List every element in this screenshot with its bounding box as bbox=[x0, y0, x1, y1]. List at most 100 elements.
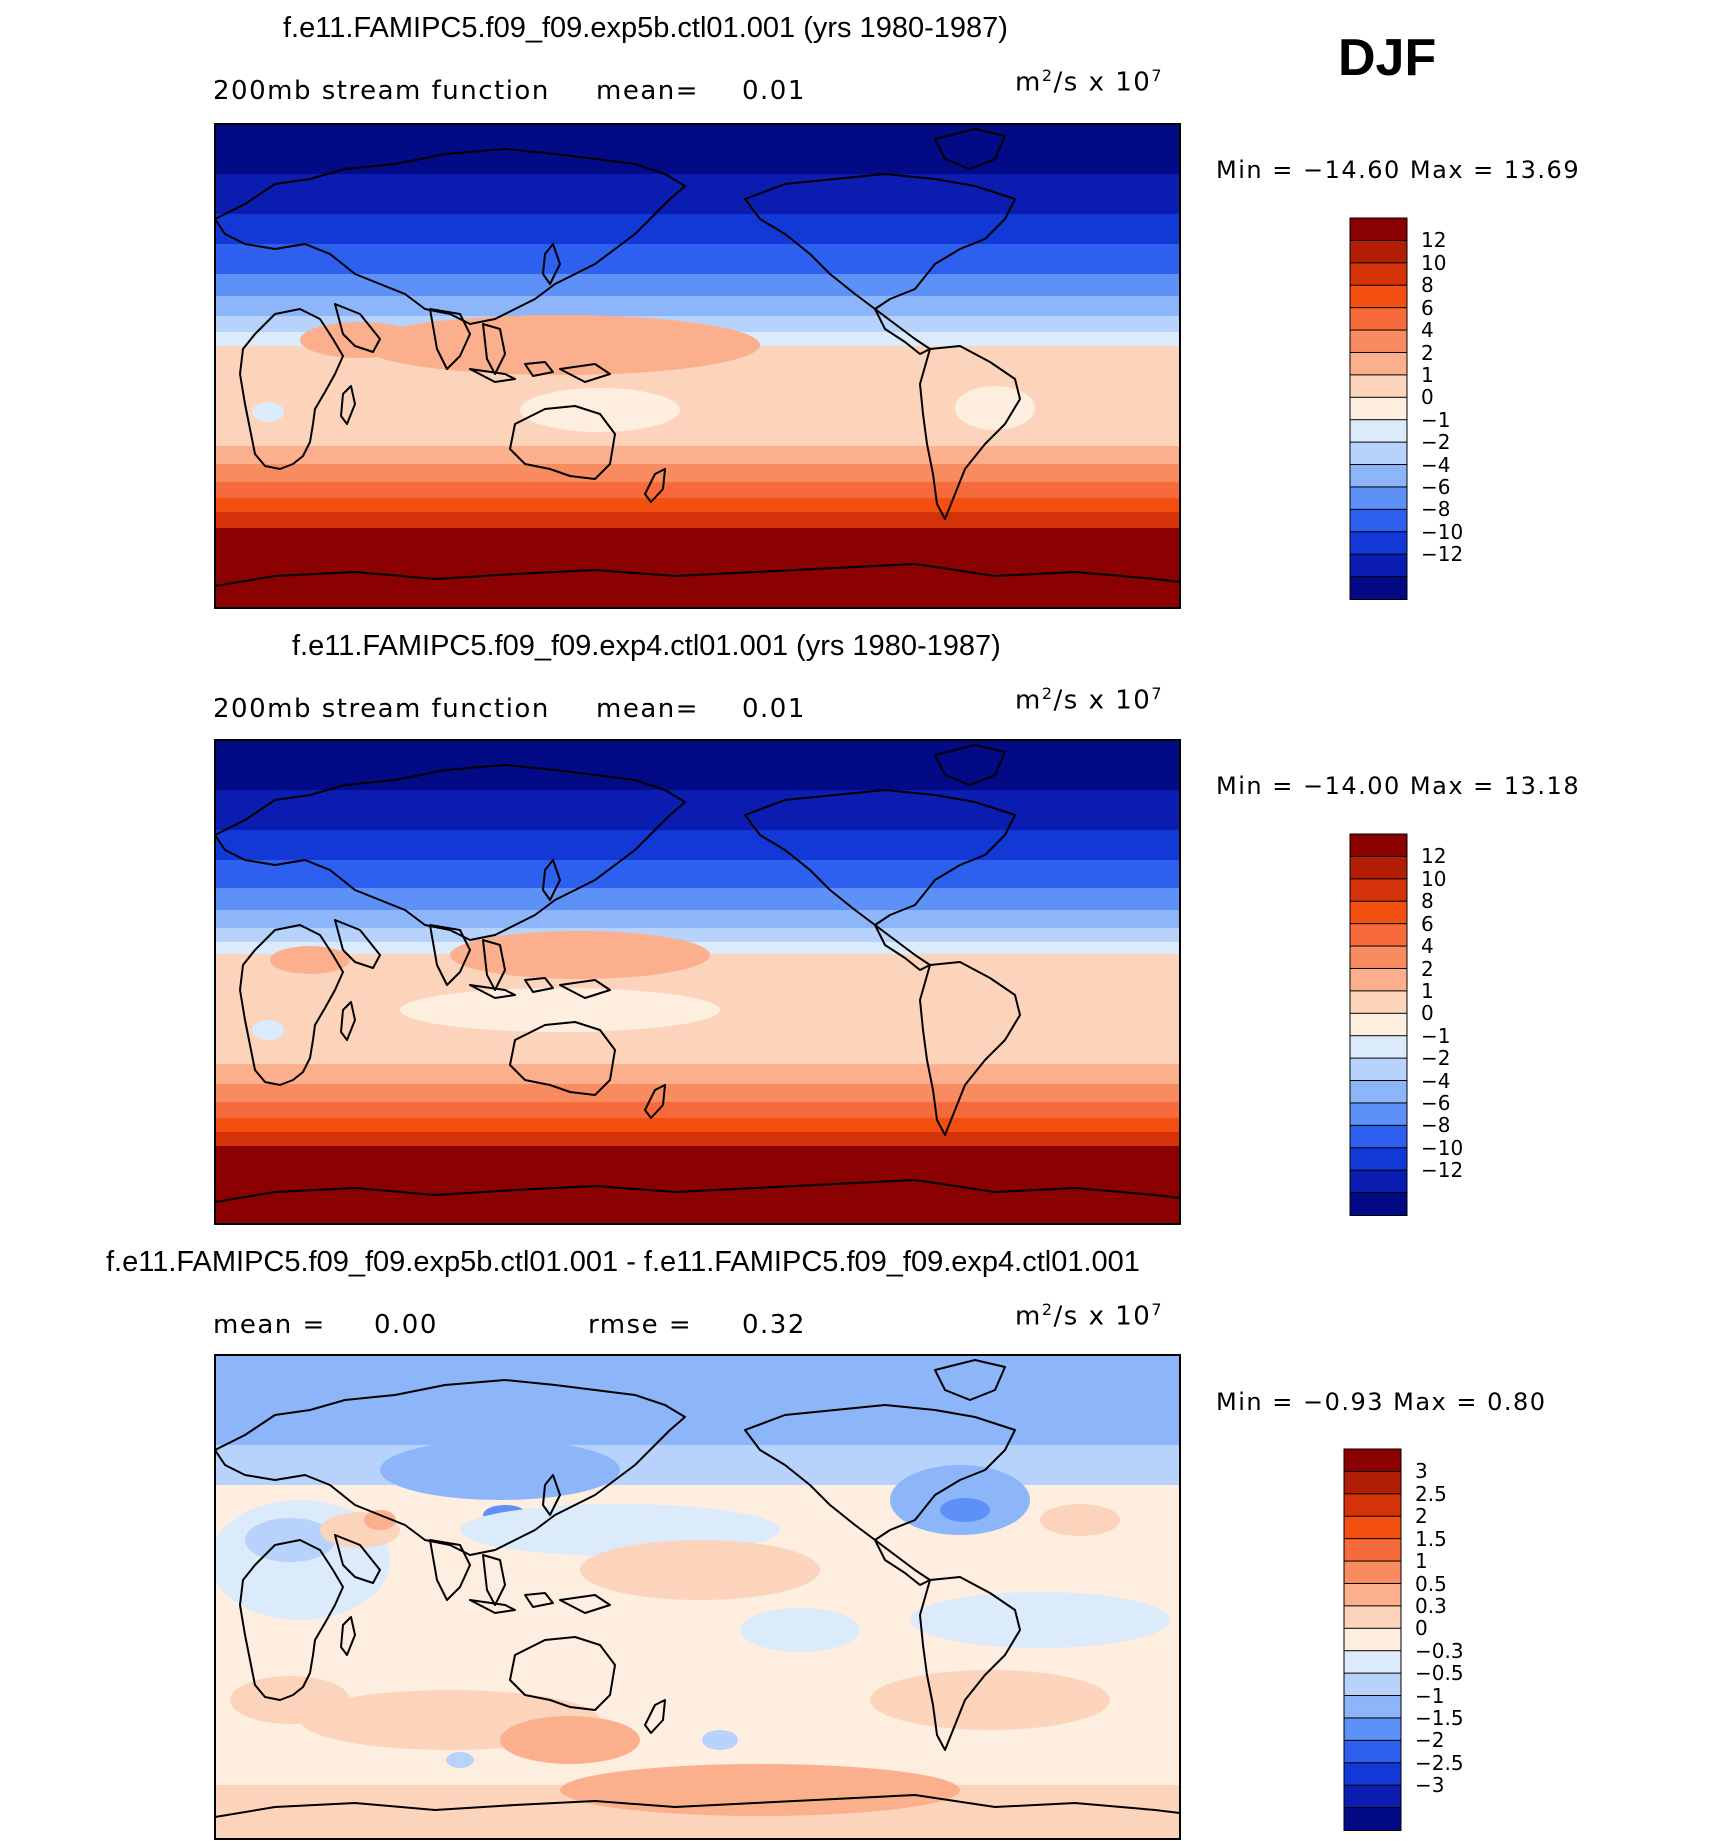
colorbar-swatch bbox=[1343, 1560, 1402, 1585]
colorbar-tick-label: −2 bbox=[1415, 1728, 1445, 1753]
colorbar-swatch bbox=[1349, 553, 1408, 578]
colorbar-tick-label: 4 bbox=[1421, 934, 1434, 959]
colorbar-tick-label: 10 bbox=[1421, 866, 1447, 891]
colorbar-swatch bbox=[1349, 900, 1408, 925]
panel-2-colorbar bbox=[1349, 833, 1408, 1216]
colorbar-swatch bbox=[1343, 1448, 1402, 1473]
colorbar-swatch bbox=[1349, 486, 1408, 511]
colorbar-tick-label: −6 bbox=[1421, 1090, 1451, 1115]
colorbar-swatch bbox=[1349, 990, 1408, 1015]
panel-3-title: f.e11.FAMIPC5.f09_f09.exp5b.ctl01.001 - … bbox=[106, 1246, 1140, 1278]
colorbar-tick-label: 12 bbox=[1421, 844, 1447, 869]
colorbar-swatch bbox=[1349, 531, 1408, 556]
colorbar-swatch bbox=[1349, 419, 1408, 444]
colorbar-swatch bbox=[1343, 1627, 1402, 1652]
colorbar-swatch bbox=[1343, 1493, 1402, 1518]
colorbar-tick-label: 0 bbox=[1421, 1001, 1434, 1026]
colorbar-swatch bbox=[1349, 1035, 1408, 1060]
panel-2-title: f.e11.FAMIPC5.f09_f09.exp4.ctl01.001 (yr… bbox=[292, 630, 1001, 662]
panel-3-units: m2/s x 107 bbox=[1015, 1300, 1164, 1332]
colorbar-tick-label: 2 bbox=[1415, 1504, 1428, 1529]
panel-1-mean-label: mean= bbox=[596, 76, 700, 106]
season-label: DJF bbox=[1338, 29, 1437, 87]
colorbar-tick-label: 3 bbox=[1415, 1459, 1428, 1484]
colorbar-tick-label: 6 bbox=[1421, 911, 1434, 936]
panel-2-units: m2/s x 107 bbox=[1015, 684, 1164, 716]
colorbar-tick-label: 2 bbox=[1421, 340, 1434, 365]
panel-1-colorbar bbox=[1349, 217, 1408, 601]
panel-1-map bbox=[215, 124, 1180, 608]
colorbar-swatch bbox=[1343, 1784, 1402, 1809]
colorbar-swatch bbox=[1349, 967, 1408, 992]
colorbar-swatch bbox=[1343, 1470, 1402, 1495]
colorbar-swatch bbox=[1343, 1650, 1402, 1675]
panel-1-field-name: 200mb stream function bbox=[213, 76, 550, 106]
colorbar-swatch bbox=[1343, 1739, 1402, 1764]
colorbar-swatch bbox=[1349, 284, 1408, 309]
colorbar-tick-label: 0.3 bbox=[1415, 1593, 1447, 1618]
panel-1-title: f.e11.FAMIPC5.f09_f09.exp5b.ctl01.001 (y… bbox=[283, 12, 1008, 44]
colorbar-tick-label: −2 bbox=[1421, 430, 1451, 455]
colorbar-swatch bbox=[1349, 396, 1408, 421]
panel-1-mean-value: 0.01 bbox=[742, 76, 806, 106]
colorbar-tick-label: −3 bbox=[1415, 1773, 1445, 1798]
colorbar-swatch bbox=[1349, 878, 1408, 903]
colorbar-tick-label: −0.3 bbox=[1415, 1638, 1464, 1663]
colorbar-tick-label: 0.5 bbox=[1415, 1571, 1447, 1596]
panel-3-map bbox=[215, 1355, 1180, 1839]
colorbar-tick-label: 0 bbox=[1421, 385, 1434, 410]
colorbar-swatch bbox=[1349, 329, 1408, 354]
panel-1-units: m2/s x 107 bbox=[1015, 66, 1164, 98]
panel-2-mean-label: mean= bbox=[596, 694, 700, 724]
panel-3-mean-label: mean = bbox=[213, 1310, 326, 1340]
colorbar-swatch bbox=[1349, 945, 1408, 970]
panel-2-min-max: Min = −14.00 Max = 13.18 bbox=[1216, 772, 1581, 800]
colorbar-tick-label: −1 bbox=[1421, 407, 1451, 432]
colorbar-tick-label: −10 bbox=[1421, 519, 1464, 544]
colorbar-tick-label: −10 bbox=[1421, 1135, 1464, 1160]
colorbar-tick-label: −8 bbox=[1421, 497, 1451, 522]
colorbar-swatch bbox=[1349, 351, 1408, 376]
colorbar-swatch bbox=[1349, 508, 1408, 533]
colorbar-swatch bbox=[1349, 464, 1408, 488]
colorbar-tick-label: 6 bbox=[1421, 295, 1434, 320]
colorbar-tick-label: 8 bbox=[1421, 273, 1434, 298]
colorbar-tick-label: 4 bbox=[1421, 318, 1434, 343]
panel-2-map-frame bbox=[214, 739, 1181, 1225]
colorbar-swatch bbox=[1349, 1057, 1408, 1082]
panel-3-rmse-label: rmse = bbox=[588, 1310, 693, 1340]
colorbar-tick-label: 10 bbox=[1421, 250, 1447, 275]
colorbar-tick-label: −8 bbox=[1421, 1113, 1451, 1138]
colorbar-tick-label: −1 bbox=[1421, 1023, 1451, 1048]
panel-2-field-name: 200mb stream function bbox=[213, 694, 550, 724]
colorbar-swatch bbox=[1349, 576, 1408, 601]
colorbar-swatch bbox=[1343, 1717, 1402, 1742]
colorbar-swatch bbox=[1349, 441, 1408, 466]
panel-3-min-max: Min = −0.93 Max = 0.80 bbox=[1216, 1388, 1547, 1416]
colorbar-tick-label: −1 bbox=[1415, 1683, 1445, 1708]
panel-1-min-max: Min = −14.60 Max = 13.69 bbox=[1216, 156, 1581, 184]
colorbar-swatch bbox=[1349, 1124, 1408, 1149]
colorbar-tick-label: 2.5 bbox=[1415, 1481, 1447, 1506]
colorbar-swatch bbox=[1343, 1672, 1402, 1697]
colorbar-swatch bbox=[1349, 1169, 1408, 1194]
panel-3-rmse-value: 0.32 bbox=[742, 1310, 806, 1340]
colorbar-swatch bbox=[1349, 307, 1408, 332]
colorbar-swatch bbox=[1349, 374, 1408, 399]
colorbar-tick-label: 1 bbox=[1421, 362, 1434, 387]
panel-3-colorbar bbox=[1343, 1448, 1402, 1831]
colorbar-swatch bbox=[1349, 1147, 1408, 1172]
colorbar-tick-label: −12 bbox=[1421, 542, 1464, 567]
colorbar-swatch bbox=[1343, 1515, 1402, 1540]
colorbar-tick-label: −4 bbox=[1421, 452, 1451, 477]
colorbar-tick-label: −12 bbox=[1421, 1158, 1464, 1183]
colorbar-tick-label: −6 bbox=[1421, 474, 1451, 499]
colorbar-swatch bbox=[1343, 1695, 1402, 1719]
colorbar-swatch bbox=[1349, 217, 1408, 242]
colorbar-swatch bbox=[1343, 1762, 1402, 1787]
colorbar-swatch bbox=[1343, 1605, 1402, 1630]
colorbar-swatch bbox=[1343, 1538, 1402, 1563]
colorbar-tick-label: 2 bbox=[1421, 956, 1434, 981]
colorbar-tick-label: 8 bbox=[1421, 889, 1434, 914]
